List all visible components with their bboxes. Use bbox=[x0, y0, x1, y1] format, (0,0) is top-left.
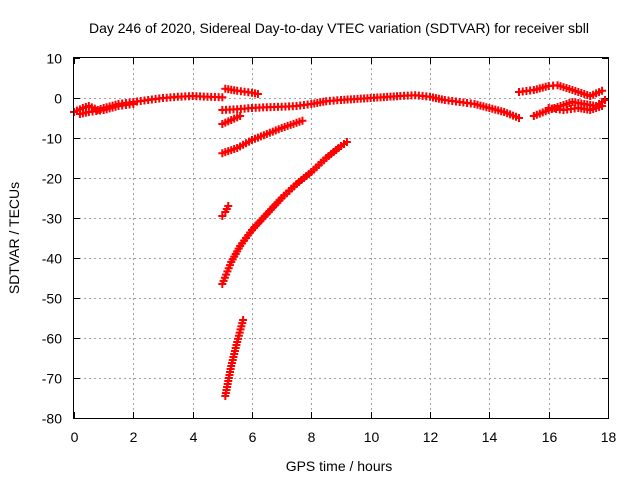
data-point bbox=[298, 116, 307, 125]
axis-ticks: 0 2 4 6 8 10 12 14 16 18 10 0 -10 -20 -30 -40 -50 -60 -70 -… bbox=[42, 51, 617, 446]
data-point bbox=[236, 112, 245, 120]
series-short-steep bbox=[218, 112, 245, 128]
x-tick-label: 8 bbox=[308, 429, 316, 445]
data-point bbox=[601, 96, 610, 104]
series-curved-arc bbox=[218, 138, 351, 288]
data-point bbox=[218, 93, 227, 102]
data-point bbox=[253, 90, 262, 98]
data-point bbox=[515, 114, 523, 122]
x-tick-label: 4 bbox=[190, 429, 198, 445]
series-mid-track bbox=[218, 91, 523, 122]
data-point bbox=[342, 138, 351, 146]
chart-title: Day 246 of 2020, Sidereal Day-to-day VTE… bbox=[89, 20, 589, 36]
series-main-track-early-lower bbox=[75, 100, 138, 118]
series-short-cluster-30 bbox=[218, 202, 233, 220]
x-tick-label: 12 bbox=[423, 429, 439, 445]
y-tick-label: 0 bbox=[54, 91, 62, 107]
data-point bbox=[598, 102, 607, 110]
series-upper-segment-5h bbox=[221, 84, 262, 98]
y-tick-label: -30 bbox=[42, 211, 62, 227]
data-point bbox=[239, 316, 248, 324]
x-tick-label: 6 bbox=[249, 429, 257, 445]
y-tick-label: -40 bbox=[42, 251, 62, 267]
series-late-upper bbox=[515, 81, 607, 100]
y-axis-label: SDTVAR / TECUs bbox=[6, 182, 22, 294]
x-tick-label: 2 bbox=[130, 429, 138, 445]
y-tick-label: -60 bbox=[42, 331, 62, 347]
data-point bbox=[598, 86, 607, 95]
x-axis-label: GPS time / hours bbox=[286, 458, 393, 474]
data-point bbox=[224, 202, 233, 210]
x-tick-label: 10 bbox=[364, 429, 380, 445]
y-tick-label: -50 bbox=[42, 291, 62, 307]
y-tick-label: -70 bbox=[42, 371, 62, 387]
y-tick-label: 10 bbox=[46, 51, 62, 67]
data-points bbox=[70, 81, 610, 400]
data-point bbox=[129, 100, 138, 108]
y-tick-label: -80 bbox=[42, 411, 62, 427]
y-tick-label: -20 bbox=[42, 171, 62, 187]
x-tick-label: 14 bbox=[482, 429, 498, 445]
grid bbox=[74, 58, 608, 418]
series-late-lower-b bbox=[544, 102, 607, 114]
series-descending-long bbox=[218, 116, 307, 158]
y-tick-label: -10 bbox=[42, 131, 62, 147]
x-tick-label: 0 bbox=[71, 429, 79, 445]
x-tick-label: 18 bbox=[601, 429, 617, 445]
series-steep-bottom bbox=[221, 316, 248, 400]
x-tick-label: 16 bbox=[542, 429, 558, 445]
plot-frame bbox=[73, 57, 609, 419]
